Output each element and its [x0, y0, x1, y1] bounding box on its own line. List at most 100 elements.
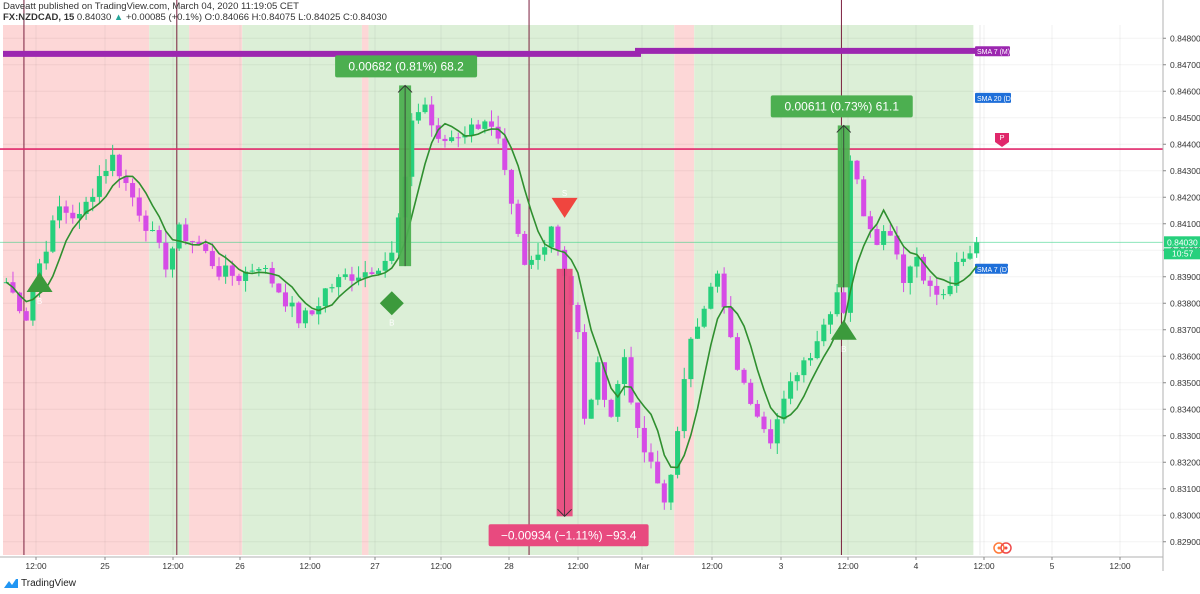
buy-signal-label: B: [841, 345, 846, 354]
candle-body: [721, 273, 727, 308]
candle-body: [974, 242, 980, 254]
candle-body: [116, 154, 122, 177]
ohlc-values: O:0.84066 H:0.84075 L:0.84025 C:0.84030: [204, 12, 387, 23]
candle-body: [256, 269, 262, 271]
candle-body: [601, 362, 608, 400]
candle-body: [661, 483, 667, 503]
time-tick-label: 12:00: [1109, 561, 1131, 571]
candle-body: [183, 224, 189, 242]
time-tick-label: 25: [100, 561, 110, 571]
price-change: +0.00085 (+0.1%): [125, 12, 202, 23]
sma-line-path: [5, 122, 978, 469]
last-price: 0.84030: [76, 12, 112, 23]
price-tick-label: 0.83200: [1170, 457, 1200, 467]
candle-body: [847, 160, 853, 313]
candle-body: [455, 137, 461, 139]
candle-body: [954, 261, 960, 286]
candle-body: [50, 220, 56, 252]
candle-body: [43, 251, 49, 264]
candle-body: [502, 138, 508, 170]
candle-body: [130, 183, 136, 198]
candle-body: [801, 360, 807, 376]
candle-body: [442, 138, 448, 142]
buy-signal-label: B: [389, 318, 394, 327]
candle-body: [947, 285, 953, 295]
price-tick-label: 0.82900: [1170, 537, 1200, 547]
tradingview-logo-icon: [4, 579, 18, 588]
buy-signal-marker: [830, 319, 857, 340]
candle-body: [382, 260, 388, 271]
candle-body: [774, 419, 780, 444]
bear-zone: [3, 25, 150, 555]
candle-body: [156, 230, 162, 243]
candle-body: [296, 302, 302, 324]
chart-header: Daveatt published on TradingView.com, Ma…: [3, 1, 387, 23]
candle-body: [309, 310, 315, 315]
candle-body: [83, 201, 89, 214]
sma-7-monthly-line: [3, 47, 980, 57]
buy-signal-marker: [26, 272, 53, 293]
time-tick-label: 3: [779, 561, 784, 571]
candle-body: [349, 274, 355, 281]
candle-body: [914, 256, 920, 267]
candle-body: [528, 259, 534, 265]
candle-body: [701, 308, 707, 327]
last-price-badge: [1164, 236, 1200, 248]
candle-body: [229, 265, 235, 276]
time-tick-label: 12:00: [162, 561, 184, 571]
trade-label-box: [335, 55, 478, 78]
candle-body: [282, 292, 288, 307]
candle-body: [582, 332, 588, 419]
candle-body: [189, 241, 195, 243]
price-tick-label: 0.83000: [1170, 510, 1200, 520]
candle-body: [329, 287, 335, 289]
trade-label: −0.00934 (−1.11%) −93.4: [501, 528, 637, 542]
time-tick-label: 12:00: [973, 561, 995, 571]
level-marker: [995, 133, 1009, 148]
candle-body: [748, 382, 754, 404]
candle-body: [63, 206, 69, 213]
candle-body: [648, 452, 654, 462]
candle-body: [641, 427, 647, 453]
level-marker-label: P: [999, 133, 1004, 142]
publish-line: Daveatt published on TradingView.com, Ma…: [3, 1, 299, 12]
candle-body: [508, 169, 514, 204]
price-tick-label: 0.83700: [1170, 325, 1200, 335]
candle-body: [788, 381, 794, 399]
candle-body: [768, 429, 774, 444]
time-axis: 12:00 25 12:00 26 12:00 27 12:00 28 12:00 Mar 12:0…: [0, 556, 1163, 571]
candle-body: [695, 326, 701, 339]
candle-body: [867, 216, 873, 230]
candle-body: [488, 121, 495, 127]
candle-body: [223, 265, 229, 277]
time-tick-label: 4: [914, 561, 919, 571]
price-tick-label: 0.83500: [1170, 378, 1200, 388]
sma-7-monthly-tag-bg: [975, 46, 1010, 57]
candle-body: [927, 280, 933, 286]
candle-body: [17, 292, 23, 312]
candle-body: [515, 203, 521, 234]
candle-body: [854, 160, 860, 180]
candle-body: [435, 125, 441, 139]
candle-body: [814, 341, 820, 359]
price-tick-label: 0.84800: [1170, 33, 1200, 43]
candle-body: [874, 229, 880, 245]
sell-signal-label: S: [562, 189, 567, 198]
candle-body: [482, 121, 488, 129]
bear-zone: [189, 25, 243, 555]
candle-body: [960, 258, 966, 262]
bull-zone: [149, 25, 190, 555]
candle-body: [794, 375, 800, 382]
bear-zone: [361, 25, 369, 555]
replay-icon[interactable]: [993, 542, 1012, 554]
candle-body: [30, 290, 36, 321]
candle-body: [422, 104, 428, 113]
candle-body: [734, 337, 740, 370]
price-tick-label: 0.83300: [1170, 431, 1200, 441]
candle-body: [362, 272, 368, 278]
footer-brand[interactable]: TradingView: [4, 578, 76, 589]
price-tick-label: 0.84100: [1170, 219, 1200, 229]
candle-body: [389, 252, 395, 261]
time-tick-label: 12:00: [430, 561, 452, 571]
